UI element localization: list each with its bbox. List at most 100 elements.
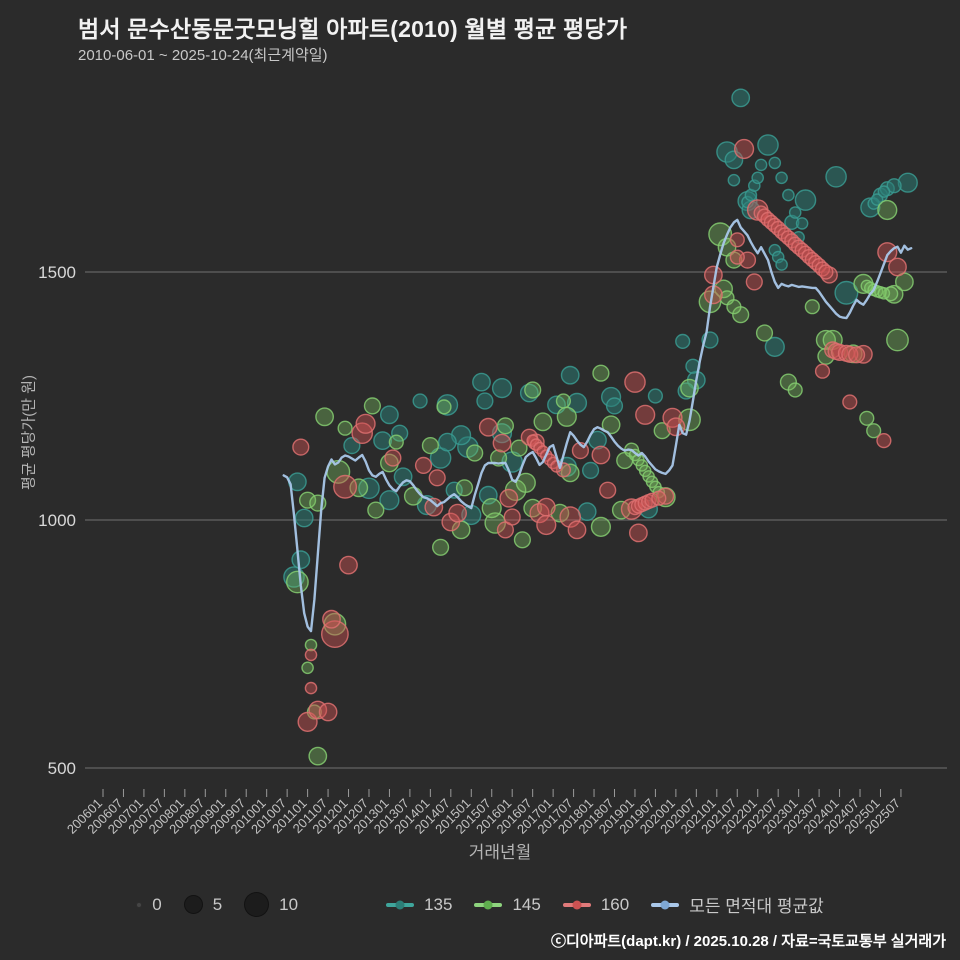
bubble-160 bbox=[651, 490, 667, 506]
bubble-145 bbox=[481, 498, 502, 519]
bubble-160 bbox=[478, 417, 498, 437]
bubble-135 bbox=[560, 365, 580, 385]
bubble-145 bbox=[755, 324, 774, 342]
bubble-145 bbox=[436, 399, 452, 415]
bubble-135 bbox=[788, 206, 802, 219]
bubble-160 bbox=[818, 264, 834, 280]
bubble-160 bbox=[729, 249, 745, 265]
bubble-145 bbox=[496, 417, 515, 435]
bubble-160 bbox=[333, 474, 358, 499]
legend-item-160[interactable]: 160 bbox=[562, 894, 630, 915]
size-legend-label: 0 bbox=[152, 894, 162, 914]
bubble-135 bbox=[870, 193, 884, 206]
bubble-135 bbox=[782, 188, 795, 202]
bubble-145 bbox=[513, 531, 532, 549]
bubble-145 bbox=[590, 516, 611, 537]
bubble-160 bbox=[304, 648, 318, 662]
bubble-145 bbox=[653, 422, 671, 440]
bubble-135 bbox=[294, 508, 314, 528]
average-line-path bbox=[282, 218, 913, 633]
bubble-160 bbox=[536, 514, 557, 536]
bubble-135 bbox=[373, 431, 392, 450]
y-axis-title: 평균 평당가(만 원) bbox=[20, 375, 38, 490]
bubble-145 bbox=[363, 397, 382, 415]
bubble-160 bbox=[428, 469, 446, 487]
bubble-135 bbox=[775, 258, 788, 271]
y-tick-label: 1500 bbox=[38, 263, 76, 282]
bubble-160 bbox=[424, 497, 444, 517]
bubble-135 bbox=[445, 481, 463, 499]
bubble-145 bbox=[804, 299, 820, 315]
bubble-135 bbox=[478, 485, 498, 505]
bubble-135 bbox=[605, 397, 624, 415]
bubble-145 bbox=[866, 423, 882, 439]
bubble-160 bbox=[292, 438, 310, 456]
bubble-135 bbox=[775, 171, 788, 185]
bubble-160 bbox=[847, 346, 866, 364]
bubble-160 bbox=[355, 413, 376, 434]
bubble-145 bbox=[455, 479, 474, 497]
bubble-160 bbox=[567, 520, 587, 540]
bubble-160 bbox=[503, 508, 521, 526]
bubble-145 bbox=[601, 415, 621, 435]
bubble-135 bbox=[577, 502, 597, 521]
bubble-135 bbox=[412, 393, 428, 409]
bubble-145 bbox=[301, 661, 314, 675]
bubble-145 bbox=[726, 299, 742, 315]
bubble-160 bbox=[499, 488, 519, 508]
bubble-135 bbox=[751, 171, 765, 185]
series-legend: 135 145 160 모든 면적대 평균값 bbox=[386, 892, 824, 917]
bubble-135 bbox=[795, 217, 809, 230]
legend-item-135[interactable]: 135 bbox=[386, 895, 452, 915]
bubble-135 bbox=[391, 424, 409, 442]
legend-item-145[interactable]: 145 bbox=[474, 894, 541, 915]
page-title: 범서 문수산동문굿모닝힐 아파트(2010) 월별 평균 평당가 bbox=[78, 16, 628, 42]
bubble-160 bbox=[877, 242, 898, 263]
credit-line: ⓒ디아파트(dapt.kr) / 2025.10.28 / 자료=국토교통부 실… bbox=[550, 933, 946, 950]
bubble-135 bbox=[825, 165, 847, 188]
bubble-145 bbox=[815, 329, 836, 351]
bubble-145 bbox=[337, 420, 353, 436]
size-0-icon bbox=[136, 901, 143, 908]
bubble-145 bbox=[510, 439, 528, 457]
bubble-145 bbox=[886, 328, 909, 352]
x-axis-title: 거래년월 bbox=[468, 843, 532, 862]
size-legend-item-0: 0 bbox=[136, 894, 162, 915]
size-10-icon bbox=[244, 892, 270, 917]
bubble-160 bbox=[318, 702, 338, 722]
bubble-135 bbox=[581, 461, 600, 480]
bubble-135 bbox=[754, 158, 768, 172]
series-legend-label: 160 bbox=[600, 894, 630, 914]
bubble-160 bbox=[745, 273, 763, 291]
bubble-145 bbox=[315, 407, 334, 427]
bubble-145 bbox=[859, 410, 875, 426]
bubble-135 bbox=[358, 477, 380, 500]
size-legend-label: 5 bbox=[212, 894, 223, 914]
bubble-145 bbox=[299, 491, 317, 509]
bubble-135 bbox=[675, 333, 691, 350]
bubble-145 bbox=[367, 501, 385, 519]
bubble-135 bbox=[897, 172, 918, 193]
series-legend-label: 145 bbox=[512, 894, 541, 914]
bubble-160 bbox=[322, 609, 341, 629]
page-subtitle: 2010-06-01 ~ 2025-10-24(최근계약일) bbox=[78, 47, 328, 64]
bubble-135 bbox=[491, 378, 513, 399]
bubble-160 bbox=[414, 456, 433, 475]
bubble-160 bbox=[304, 681, 318, 695]
bubble-135 bbox=[768, 156, 782, 170]
bubble-135 bbox=[472, 372, 491, 392]
series-average-marker-icon bbox=[651, 900, 680, 909]
legend-item-average[interactable]: 모든 면적대 평균값 bbox=[651, 892, 824, 917]
bubble-160 bbox=[384, 449, 402, 467]
bubble-145 bbox=[555, 393, 572, 409]
size-legend: 0 5 10 bbox=[136, 892, 298, 917]
y-tick-label: 500 bbox=[48, 759, 76, 778]
bubble-145 bbox=[304, 638, 318, 652]
bubble-145 bbox=[817, 347, 835, 365]
bubble-135 bbox=[291, 550, 311, 570]
series-legend-label: 모든 면적대 평균값 bbox=[689, 897, 824, 916]
bubble-145 bbox=[308, 746, 328, 766]
bubble-160 bbox=[492, 433, 512, 453]
bubble-145 bbox=[714, 279, 733, 299]
